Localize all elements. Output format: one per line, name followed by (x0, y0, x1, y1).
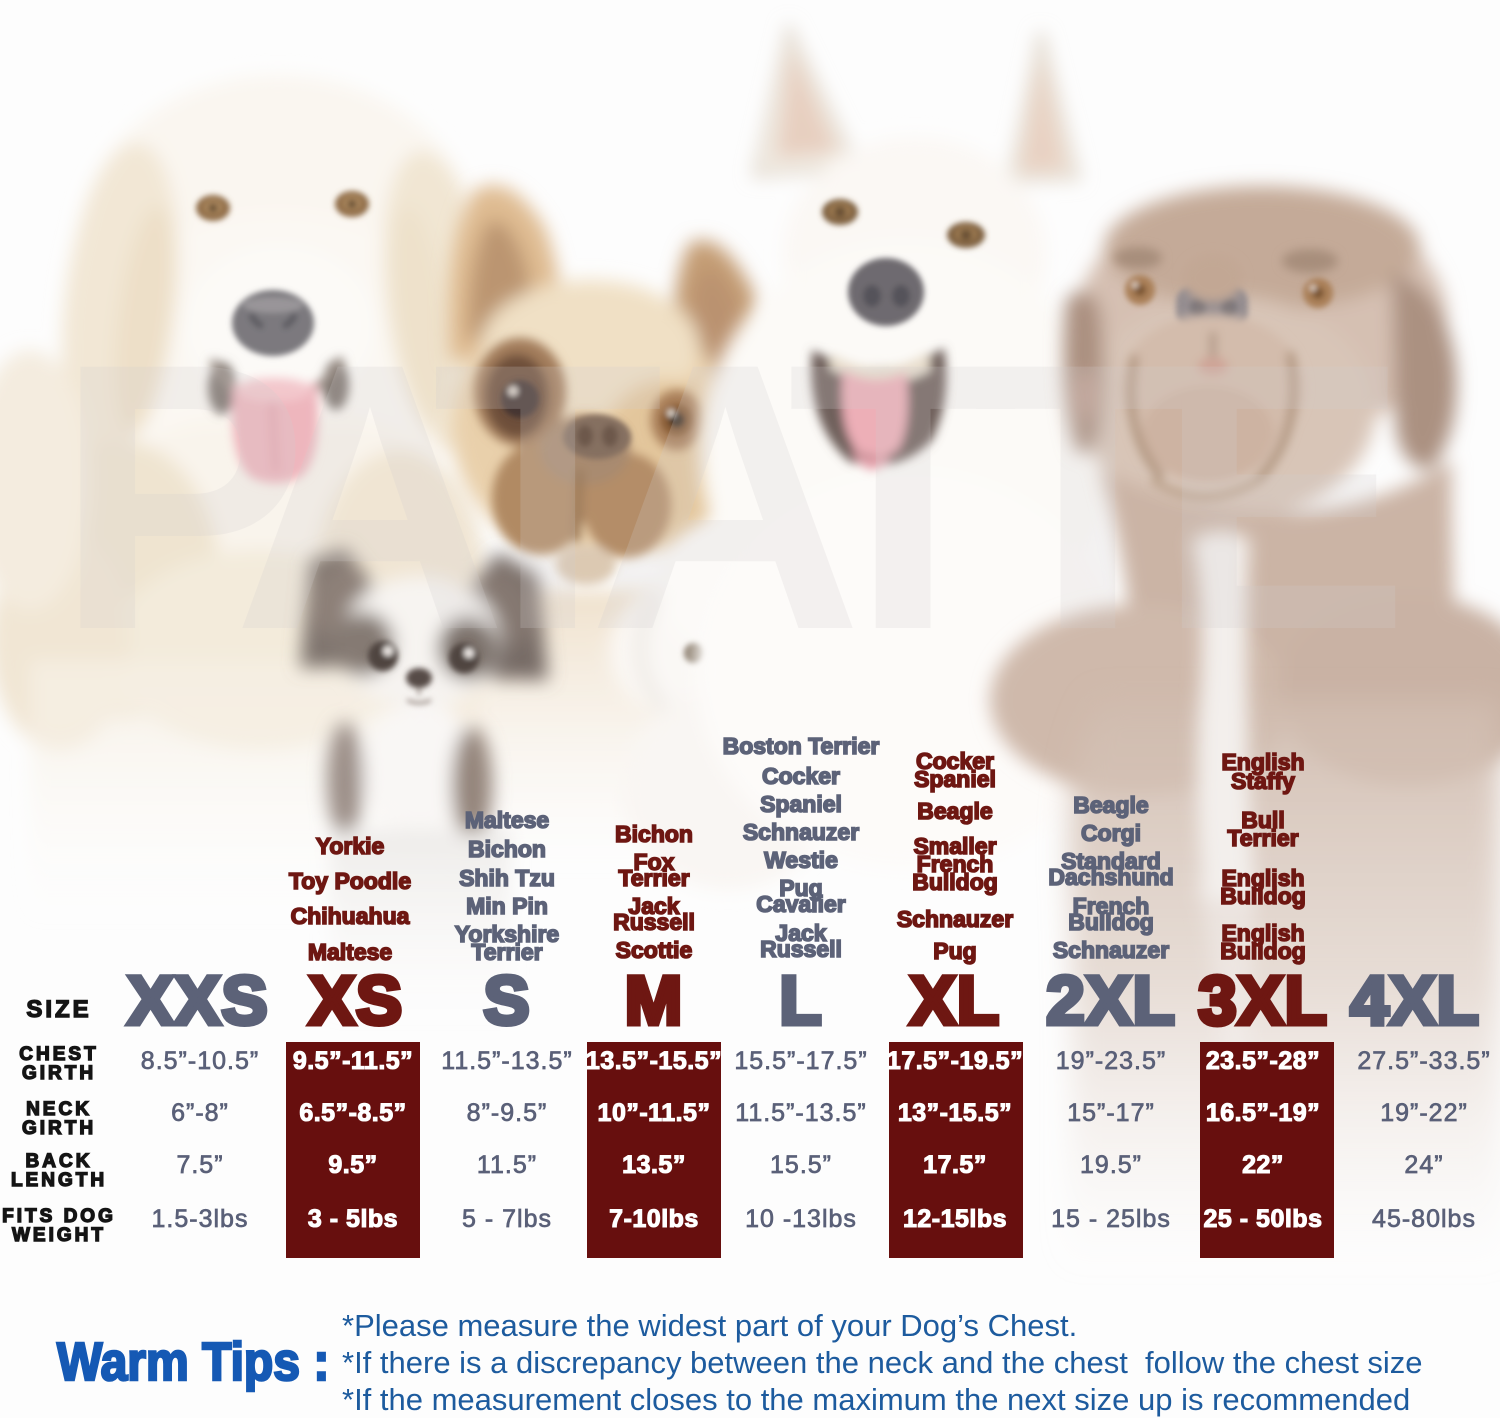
svg-text:PATATTE: PATATTE (55, 284, 1410, 709)
